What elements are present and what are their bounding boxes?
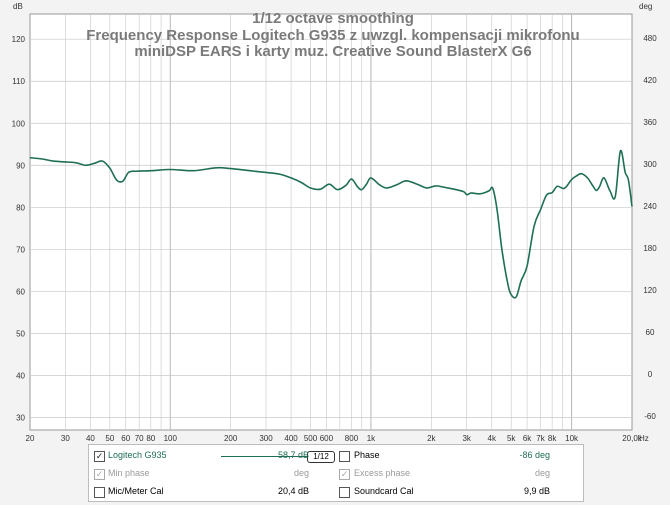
x-tick-label: 600 [320,434,334,443]
x-tick-label: 3k [462,434,471,443]
x-tick-label: 5k [507,434,516,443]
excess-phase-checkbox[interactable]: ✓ [339,469,350,480]
logitech-label: Logitech G935 [108,450,167,460]
phase-value: -86 deg [519,450,550,460]
phase-checkbox[interactable] [339,451,350,462]
series-line-logitech-g935 [29,149,633,299]
y2-tick-label: 180 [643,244,657,253]
x-axis-unit: Hz [639,434,649,443]
y-tick-label: 70 [16,245,25,254]
y-tick-label: 90 [16,161,25,170]
soundcard-cal-value: 9,9 dB [523,486,550,496]
x-tick-label: 400 [284,434,298,443]
mic-cal-value: 20,4 dB [277,486,309,496]
x-tick-label: 50 [105,434,114,443]
y-axis-ticks: 30 40 50 60 70 80 90 100 110 120 [12,35,26,422]
x-tick-label: 6k [523,434,532,443]
min-phase-unit: deg [293,468,309,478]
logitech-line-swatch [221,456,307,457]
y2-tick-label: 420 [643,76,657,85]
x-tick-label: 8k [548,434,557,443]
y-tick-label: 80 [16,203,25,212]
title-line-1: 1/12 octave smoothing [252,10,414,27]
logitech-checkbox[interactable]: ✓ [94,451,105,462]
y-tick-label: 100 [12,119,26,128]
soundcard-cal-label: Soundcard Cal [354,486,414,496]
plot-area [29,13,633,431]
x-tick-label: 200 [224,434,238,443]
y-tick-label: 120 [12,35,26,44]
y2-tick-label: 120 [643,286,657,295]
title-line-2: Frequency Response Logitech G935 z uwzgl… [86,27,579,44]
x-tick-label: 300 [259,434,273,443]
y-tick-label: 110 [12,77,25,86]
chart-title: 1/12 octave smoothing Frequency Response… [86,10,579,60]
y2-axis-ticks: -60 0 60 120 180 240 300 360 420 480 [643,34,657,421]
y2-tick-label: 240 [643,202,657,211]
excess-phase-unit: deg [534,468,550,478]
grid [30,14,632,430]
excess-phase-label: Excess phase [354,468,411,478]
title-line-3: miniDSP EARS i karty muz. Creative Sound… [134,43,531,60]
legend-row-calibration: Mic/Meter Cal 20,4 dB Soundcard Cal 9,9 … [89,484,583,500]
y2-tick-label: 360 [643,118,657,127]
x-tick-label: 1k [367,434,376,443]
x-tick-label: 60 [121,434,130,443]
y-tick-label: 50 [16,329,25,338]
phase-label: Phase [354,450,380,460]
smoothing-button[interactable]: 1/12 [307,451,335,463]
x-tick-label: 100 [164,434,178,443]
min-phase-label: Min phase [108,468,150,478]
x-tick-label: 10k [565,434,579,443]
x-axis-ticks: 20 30 40 50 60 70 80 100 200 300 400 500 600 800 1k 2k 3… [26,434,643,443]
legend-row-min-phase: ✓ Min phase deg ✓ Excess phase deg [89,466,583,482]
mic-cal-checkbox[interactable] [94,487,105,498]
series-traces [29,149,633,299]
min-phase-checkbox[interactable]: ✓ [94,469,105,480]
x-tick-label: 80 [146,434,155,443]
soundcard-cal-checkbox[interactable] [339,487,350,498]
x-tick-label: 4k [488,434,497,443]
mic-cal-label: Mic/Meter Cal [108,486,164,496]
x-tick-label: 20,0k [622,434,643,443]
x-tick-label: 7k [536,434,545,443]
legend-row-logitech: ✓ Logitech G935 1/12 58,7 dB Phase -86 d… [89,448,583,464]
y-axis-unit: dB [13,2,23,11]
x-tick-label: 800 [345,434,359,443]
y2-tick-label: 300 [643,160,657,169]
y2-axis-unit: deg [639,2,652,11]
x-tick-label: 70 [135,434,144,443]
y2-tick-label: 0 [648,370,653,379]
logitech-value: 58,7 dB [277,450,309,460]
y-tick-label: 40 [16,371,25,380]
y2-tick-label: -60 [644,412,656,421]
x-tick-label: 20 [26,434,35,443]
x-tick-label: 30 [61,434,70,443]
y2-tick-label: 60 [646,328,655,337]
y-tick-label: 60 [16,287,25,296]
x-tick-label: 500 [304,434,318,443]
x-tick-label: 2k [427,434,436,443]
y2-tick-label: 480 [643,34,657,43]
y-tick-label: 30 [16,413,25,422]
legend-panel: ✓ Logitech G935 1/12 58,7 dB Phase -86 d… [88,444,584,502]
x-tick-label: 40 [86,434,95,443]
